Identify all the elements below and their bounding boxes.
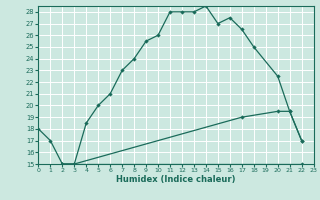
X-axis label: Humidex (Indice chaleur): Humidex (Indice chaleur) — [116, 175, 236, 184]
